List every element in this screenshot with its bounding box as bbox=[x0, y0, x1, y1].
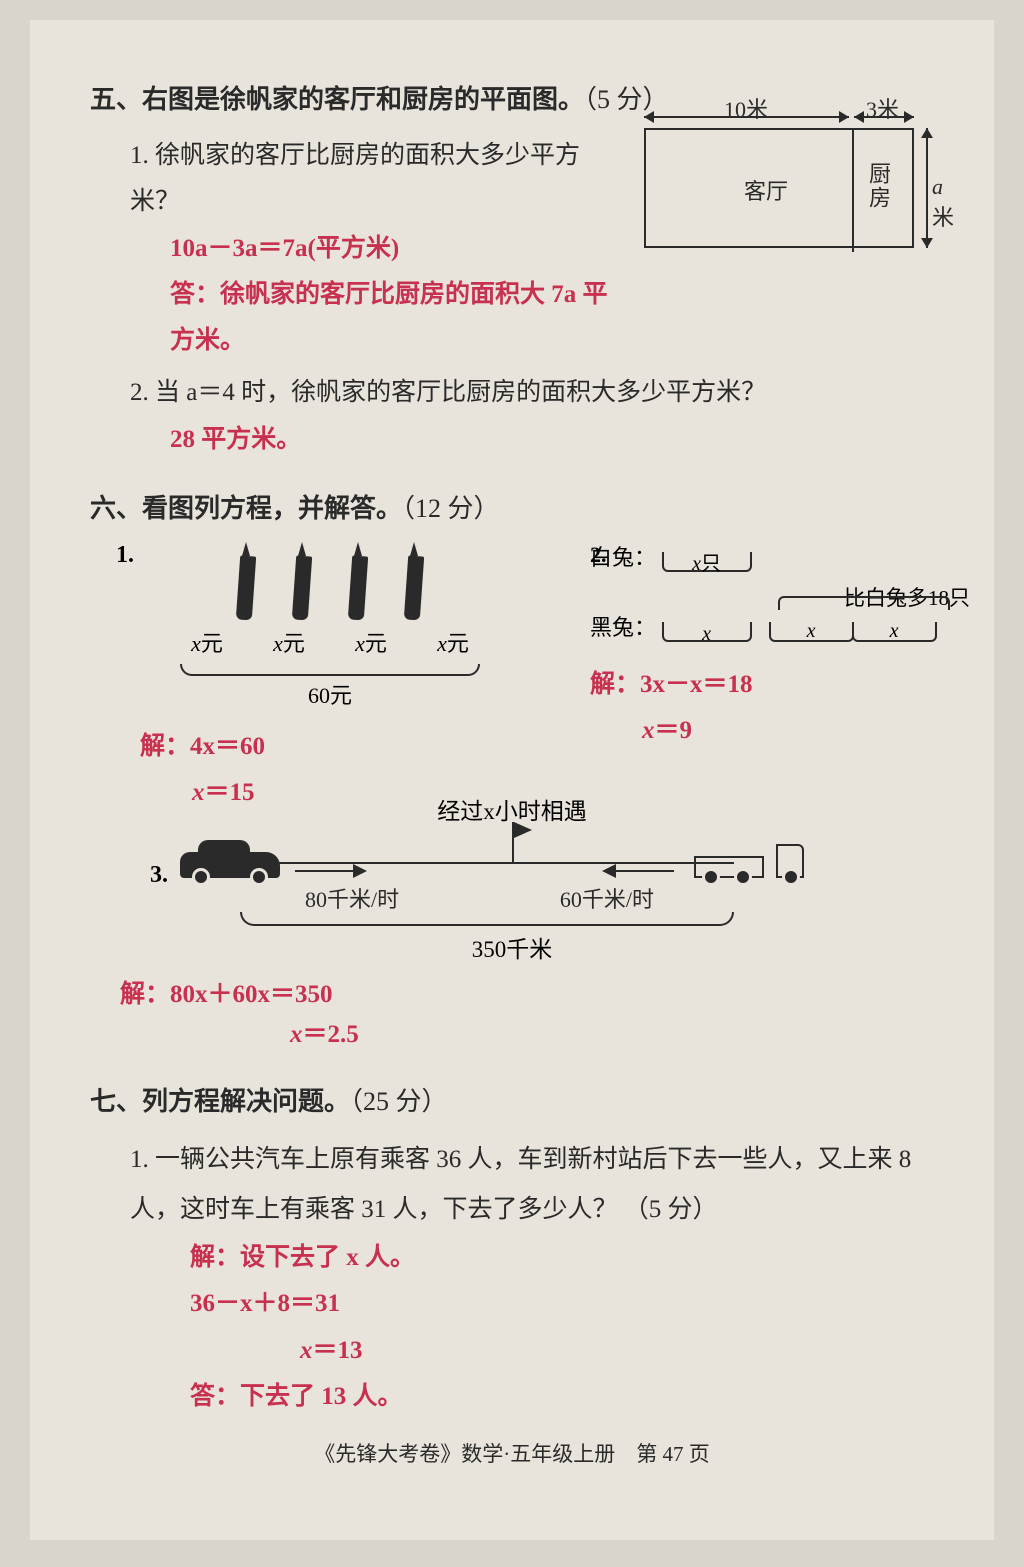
q7-1: 1. 一辆公共汽车上原有乘客 36 人，车到新村站后下去一些人，又上来 8 人，… bbox=[130, 1135, 934, 1235]
heading-text: 六、看图列方程，并解答。 bbox=[90, 494, 402, 523]
section-7-points: （25 分） bbox=[350, 1087, 448, 1116]
s6-row1: 1. x元 x元 x元 x元 60元 解：4x＝60 x＝15 bbox=[90, 542, 934, 782]
living-room-label: 客厅 bbox=[744, 174, 788, 206]
arrow-right-icon bbox=[295, 870, 365, 872]
distance-label: 350千米 bbox=[90, 930, 934, 964]
q7-1-pts: （5 分） bbox=[624, 1196, 718, 1223]
white-seg: x只 bbox=[662, 552, 752, 572]
q6-2-figure: 2. 白兔： x只 比白兔多18只 黑兔： x xx 解：3x－x＝18 x＝9 bbox=[590, 542, 970, 755]
q6-2-sol1: 解：3x－x＝18 bbox=[590, 662, 970, 708]
truck-right-icon bbox=[694, 836, 804, 886]
section-7-heading: 七、列方程解决问题。（25 分） bbox=[90, 1082, 934, 1121]
flag-icon bbox=[512, 822, 514, 862]
heading-text: 五、右图是徐帆家的客厅和厨房的平面图。 bbox=[90, 85, 584, 114]
distance-brace bbox=[240, 912, 734, 926]
section-5: 五、右图是徐帆家的客厅和厨房的平面图。（5 分） 1. 徐帆家的客厅比厨房的面积… bbox=[90, 80, 934, 463]
meet-label: 经过x小时相遇 bbox=[90, 792, 934, 826]
q6-3-sol2: x＝2.5 bbox=[290, 1012, 934, 1058]
q6-2-sol2: x＝9 bbox=[642, 708, 970, 754]
q6-1-figure: 1. x元 x元 x元 x元 60元 解：4x＝60 x＝15 bbox=[140, 542, 520, 817]
page-footer: 《先锋大考卷》数学·五年级上册 第 47 页 bbox=[90, 1438, 934, 1468]
section-6-heading: 六、看图列方程，并解答。（12 分） bbox=[90, 489, 934, 528]
pen-icon bbox=[402, 542, 426, 620]
section-6: 六、看图列方程，并解答。（12 分） 1. x元 x元 x元 x元 bbox=[90, 489, 934, 1058]
pen-price: x元 bbox=[428, 626, 478, 658]
section-6-points: （12 分） bbox=[402, 494, 500, 523]
seg-x: x bbox=[662, 622, 752, 642]
q6-1-sol1: 解：4x＝60 bbox=[140, 724, 520, 770]
car-left-icon bbox=[180, 836, 280, 886]
pen-price: x元 bbox=[264, 626, 314, 658]
sol-text: 解：4x＝60 bbox=[140, 733, 265, 760]
road-line bbox=[240, 862, 734, 864]
pen-icon bbox=[346, 542, 370, 620]
q5-1-expr: 10a－3a＝7a(平方米) bbox=[170, 226, 610, 272]
brace-more bbox=[778, 596, 950, 610]
black-rabbit-row: 黑兔： x xx bbox=[590, 610, 970, 642]
white-rabbit-row: 白兔： x只 bbox=[590, 540, 970, 572]
q6-3-sol1: 解：80x＋60x＝350 bbox=[120, 972, 333, 1018]
section-5-body: 1. 徐帆家的客厅比厨房的面积大多少平方米？ 10a－3a＝7a(平方米) 答：… bbox=[90, 133, 610, 463]
q7-1-l3: x＝13 bbox=[300, 1328, 934, 1374]
white-label: 白兔： bbox=[590, 545, 656, 570]
floor-plan-figure: 10米 3米 客厅 厨房 a米 bbox=[614, 104, 944, 254]
speed-a: 80千米/时 bbox=[305, 882, 399, 914]
q5-1: 1. 徐帆家的客厅比厨房的面积大多少平方米？ bbox=[130, 133, 610, 226]
q6-3-figure: 经过x小时相遇 3. 80千米/时 60千米/时 350千米 解：80x＋60x… bbox=[90, 792, 934, 992]
pen-icon bbox=[234, 542, 258, 620]
q6-1-no: 1. bbox=[116, 542, 134, 569]
section-7: 七、列方程解决问题。（25 分） 1. 一辆公共汽车上原有乘客 36 人，车到新… bbox=[90, 1082, 934, 1420]
dim-10m-label: 10米 bbox=[724, 92, 768, 124]
q6-3-no: 3. bbox=[150, 862, 168, 889]
pen-icon bbox=[290, 542, 314, 620]
kitchen-label: 厨房 bbox=[862, 162, 894, 210]
pen-price: x元 bbox=[182, 626, 232, 658]
q7-1-l1: 解：设下去了 x 人。 bbox=[190, 1235, 934, 1281]
q7-1-l2: 36－x＋8＝31 bbox=[190, 1281, 934, 1327]
dim-a-label: a米 bbox=[932, 174, 954, 232]
q7-1-text: 1. 一辆公共汽车上原有乘客 36 人，车到新村站后下去一些人，又上来 8 人，… bbox=[130, 1146, 911, 1223]
q5-1-answer: 答：徐帆家的客厅比厨房的面积大 7a 平方米。 bbox=[170, 272, 610, 365]
brace bbox=[180, 664, 480, 676]
q7-1-l4: 答：下去了 13 人。 bbox=[190, 1374, 934, 1420]
pen-labels: x元 x元 x元 x元 bbox=[140, 626, 520, 658]
seg-x2: x bbox=[769, 622, 854, 642]
seg-x3: x bbox=[852, 622, 937, 642]
speed-b: 60千米/时 bbox=[560, 882, 654, 914]
dim-3m-label: 3米 bbox=[866, 92, 899, 124]
q6-1-total: 60元 bbox=[140, 678, 520, 710]
arrow-left-icon bbox=[604, 870, 674, 872]
pen-price: x元 bbox=[346, 626, 396, 658]
q5-2: 2. 当 a＝4 时，徐帆家的客厅比厨房的面积大多少平方米？ bbox=[130, 370, 910, 416]
pens-row bbox=[140, 542, 520, 620]
black-label: 黑兔： bbox=[590, 615, 656, 640]
heading-text: 七、列方程解决问题。 bbox=[90, 1087, 350, 1116]
dim-a bbox=[926, 128, 928, 248]
q5-2-answer: 28 平方米。 bbox=[170, 417, 610, 463]
